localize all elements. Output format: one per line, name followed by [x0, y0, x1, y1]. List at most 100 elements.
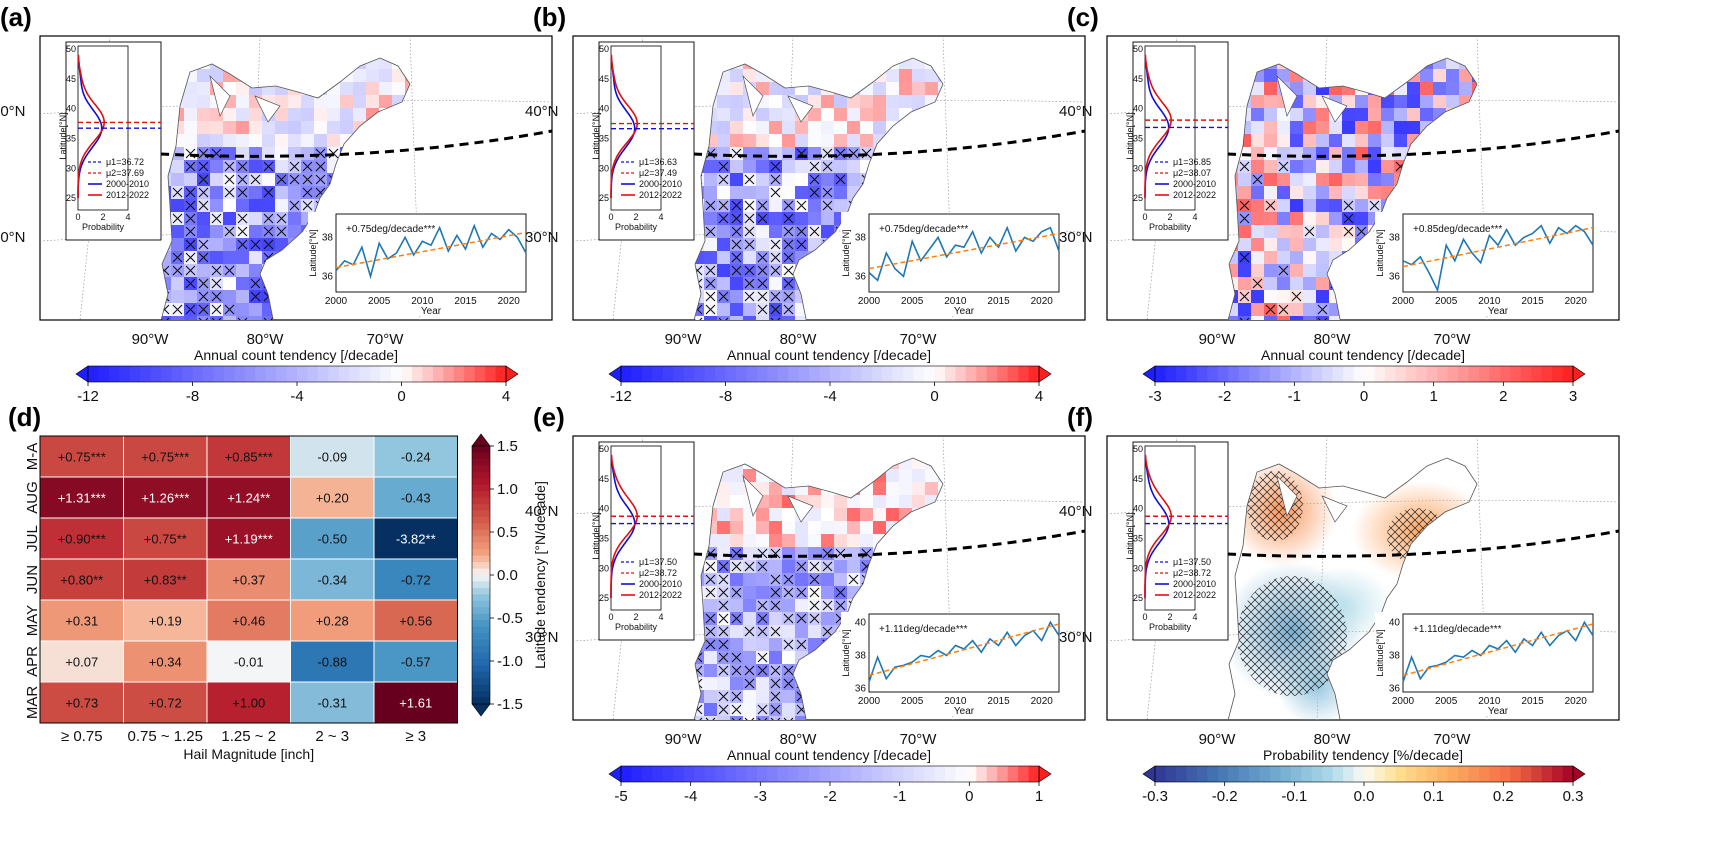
- grid-cell: [223, 134, 236, 147]
- grid-cell: [249, 121, 262, 134]
- grid-cell: [1264, 121, 1277, 134]
- colorbar-extend-high: [505, 365, 519, 383]
- significance-mark: [822, 561, 833, 572]
- significance-mark: [744, 626, 755, 637]
- colorbar-tick-label: 3: [1569, 388, 1577, 405]
- grid-cell: [1264, 69, 1277, 82]
- grid-cell: [1264, 82, 1277, 95]
- trend-ytick: 40: [855, 617, 867, 628]
- heatmap-cell: [290, 476, 375, 519]
- pdf-ylabel: Latitude[°N]: [1125, 512, 1135, 559]
- grid-cell: [314, 134, 327, 147]
- grid-cell: [1264, 251, 1277, 264]
- grid-cell: [1433, 82, 1446, 95]
- grid-cell: [223, 108, 236, 121]
- colorbar-segment: [1217, 766, 1229, 782]
- grid-cell: [1277, 277, 1290, 290]
- colorbar-segment: [129, 366, 141, 382]
- grid-cell: [834, 95, 847, 108]
- legend-2012-2022: 2012-2022: [1173, 190, 1216, 200]
- grid-cell: [717, 547, 730, 560]
- significance-mark: [770, 704, 781, 715]
- grid-cell: [756, 316, 769, 320]
- grid-cell: [743, 573, 756, 586]
- colorbar-segment: [1228, 366, 1240, 382]
- grid-cell: [262, 173, 275, 186]
- heatmap-cell-label: +0.75***: [141, 450, 189, 465]
- grid-cell: [730, 638, 743, 651]
- grid-cell: [236, 121, 249, 134]
- colorbar-segment: [1155, 366, 1166, 382]
- significance-mark: [757, 665, 768, 676]
- grid-cell: [912, 82, 925, 95]
- significance-mark: [783, 252, 794, 263]
- grid-cell: [834, 560, 847, 573]
- heatmap-cell: [123, 517, 208, 560]
- grid-cell: [730, 290, 743, 303]
- coastline: [693, 57, 944, 320]
- colorbar-extend-high: [1572, 765, 1586, 783]
- grid-cell: [808, 134, 821, 147]
- significance-mark: [263, 213, 274, 224]
- grid-cell: [1355, 186, 1368, 199]
- significance-mark: [718, 317, 729, 320]
- significance-mark: [718, 613, 729, 624]
- grid-cell: [847, 521, 860, 534]
- mean-latitude-line: [159, 129, 552, 158]
- significance-mark: [757, 561, 768, 572]
- grid-cell: [1316, 316, 1329, 320]
- pdf-ytick: 45: [1133, 74, 1143, 84]
- grid-cell: [1277, 199, 1290, 212]
- heatmap-colorbar-segment: [472, 542, 490, 550]
- grid-cell: [1342, 134, 1355, 147]
- grid-cell: [847, 121, 860, 134]
- significance-mark: [276, 213, 287, 224]
- grid-cell: [1368, 121, 1381, 134]
- grid-cell: [1355, 212, 1368, 225]
- grid-cell: [184, 173, 197, 186]
- grid-cell: [1381, 134, 1394, 147]
- grid-cell: [769, 212, 782, 225]
- grid-cell: [236, 134, 249, 147]
- heatmap-cell: [39, 681, 124, 724]
- significance-mark: [263, 226, 274, 237]
- grid-cell: [769, 482, 782, 495]
- colorbar-tick-label: 0.1: [1423, 788, 1444, 805]
- trend-axes: [1402, 213, 1594, 293]
- grid-cell: [704, 716, 717, 720]
- grid-cell: [847, 534, 860, 547]
- colorbar-tick-label: 0.3: [1563, 788, 1584, 805]
- grid-cell: [1420, 95, 1433, 108]
- grid-cell: [1251, 95, 1264, 108]
- pdf-ytick: 40: [599, 104, 609, 114]
- grid-cell: [769, 521, 782, 534]
- panel-letter: (f): [1067, 402, 1093, 432]
- significance-mark: [1278, 161, 1289, 172]
- grid-cell: [1290, 238, 1303, 251]
- grid-cell: [693, 316, 704, 320]
- grid-cell: [171, 160, 184, 173]
- legend-mu1: μ1=37.50: [1173, 557, 1211, 567]
- colorbar: Probability tendency [%/decade] -0.3 -0.2 -…: [1142, 747, 1586, 805]
- colorbar-segment: [317, 366, 329, 382]
- grid-cell: [743, 586, 756, 599]
- colorbar-segment: [1311, 766, 1323, 782]
- trend-xtick: 2000: [325, 296, 348, 307]
- colorbar-tick-label: -8: [719, 388, 732, 405]
- grid-cell: [860, 508, 873, 521]
- significance-mark: [211, 317, 222, 320]
- legend-2012-2022: 2012-2022: [106, 190, 149, 200]
- grid-cell: [873, 482, 886, 495]
- panel-letter: (b): [533, 2, 566, 32]
- grid-cell: [886, 95, 899, 108]
- grid-cell: [1368, 134, 1381, 147]
- grid-cell: [236, 82, 249, 95]
- grid-cell: [834, 108, 847, 121]
- grid-cell: [1290, 264, 1303, 277]
- significance-mark: [783, 265, 794, 276]
- colorbar-segment: [328, 366, 340, 382]
- colorbar-tick-label: 0.0: [1354, 788, 1375, 805]
- colorbar-segment: [903, 766, 915, 782]
- colorbar-segment: [1165, 766, 1177, 782]
- grid-cell: [1342, 121, 1355, 134]
